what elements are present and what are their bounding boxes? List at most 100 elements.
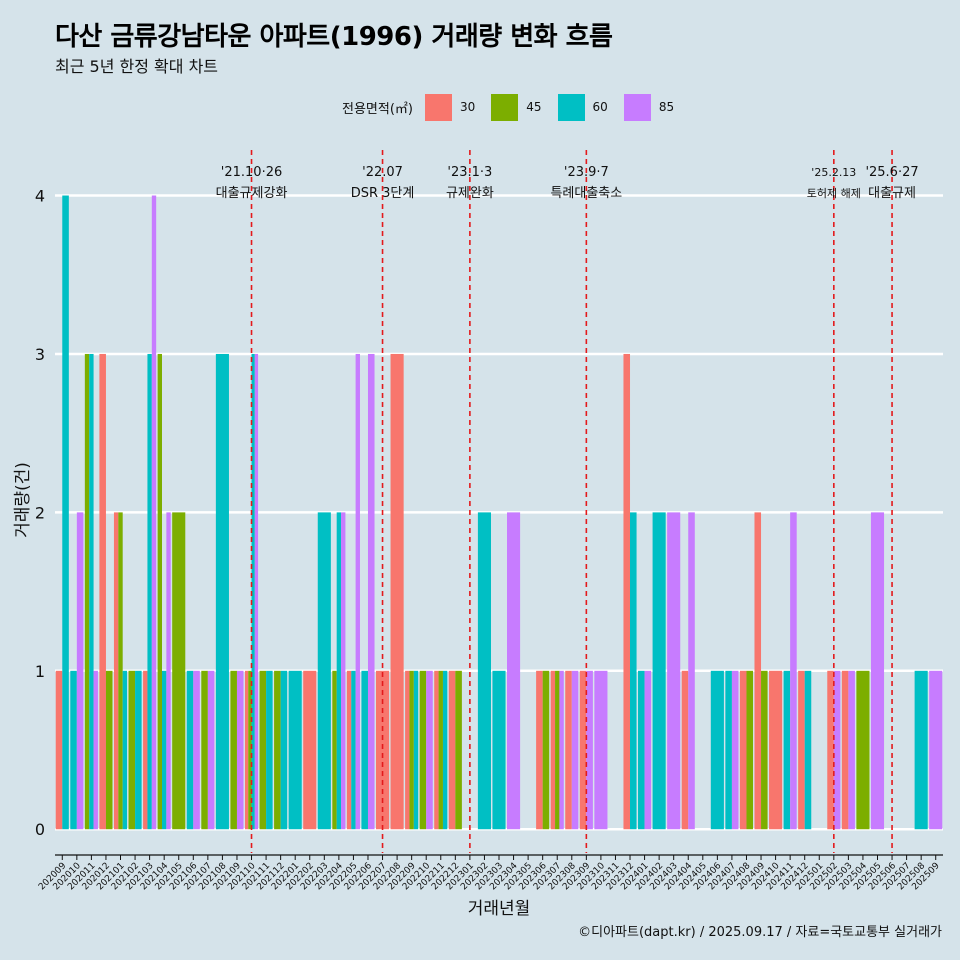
y-tick-label: 1 <box>35 662 45 681</box>
bar-202012-30 <box>99 353 106 830</box>
bar-202505-85 <box>870 512 885 830</box>
legend-title: 전용면적(㎡) <box>342 101 413 117</box>
legend-items: 30 45 60 85 <box>421 93 686 121</box>
bar-202409-30 <box>754 512 762 830</box>
bar-202211-60 <box>442 670 448 830</box>
bar-202312-30 <box>623 353 631 830</box>
bar-202308-30 <box>565 670 572 830</box>
y-tick-label: 3 <box>35 345 45 364</box>
y-tick-label: 0 <box>35 820 45 839</box>
y-tick-label: 4 <box>35 187 45 206</box>
bar-202103-85 <box>151 195 157 830</box>
bar-202209-30 <box>405 670 410 830</box>
bar-202209-60 <box>413 670 419 830</box>
bar-202103-30 <box>143 670 148 830</box>
bar-202210-45 <box>419 670 427 830</box>
x-axis-title: 거래년월 <box>468 899 531 919</box>
bar-202208-30 <box>390 353 404 830</box>
bar-202104-85 <box>166 512 171 830</box>
bar-202404-30 <box>681 670 689 830</box>
bar-202101-60 <box>122 670 128 830</box>
bar-202306-30 <box>536 670 543 830</box>
bar-202412-30 <box>798 670 805 830</box>
bar-202308-85 <box>571 670 579 830</box>
bar-202306-45 <box>542 670 550 830</box>
bar-202312-60 <box>630 512 637 830</box>
bar-202204-85 <box>341 512 346 830</box>
bar-202407-60 <box>725 670 732 830</box>
event-date-label: '25.6·27 <box>865 165 918 180</box>
bar-202406-60 <box>710 670 724 830</box>
bar-202211-30 <box>434 670 439 830</box>
bar-202412-60 <box>804 670 812 830</box>
legend-item: 30 <box>424 93 479 121</box>
bar-202304-85 <box>507 512 521 830</box>
event-label: 토허제 해제 <box>807 186 861 200</box>
bar-202104-45 <box>157 353 162 830</box>
bar-202408-30 <box>739 670 747 830</box>
bar-202309-85 <box>586 670 593 830</box>
chart-title: 다산 금류강남타운 아파트(1996) 거래량 변화 흐름 <box>55 22 613 52</box>
legend-item: 45 <box>491 93 545 121</box>
bar-202303-60 <box>492 670 506 830</box>
legend-swatch <box>424 93 452 121</box>
bar-202203-60 <box>317 512 331 830</box>
bar-202211-45 <box>438 670 443 830</box>
y-axis-title: 거래량(건) <box>13 462 33 538</box>
bar-202012-45 <box>105 670 113 830</box>
bar-202502-30 <box>827 670 834 830</box>
legend-swatch <box>623 93 651 121</box>
bar-202106-60 <box>186 670 194 830</box>
bar-202407-85 <box>731 670 739 830</box>
bar-202206-85 <box>367 353 375 830</box>
bar-202307-45 <box>555 670 560 830</box>
y-tick-label: 2 <box>35 503 45 522</box>
bar-202110-85 <box>254 353 259 830</box>
bar-202112-45 <box>274 670 281 830</box>
chart-subtitle: 최근 5년 한정 확대 차트 <box>55 57 219 76</box>
bar-202404-85 <box>688 512 695 830</box>
bar-202111-45 <box>259 670 267 830</box>
bar-202411-85 <box>790 512 797 830</box>
bar-202109-45 <box>230 670 237 830</box>
event-label: DSR 3단계 <box>351 186 415 201</box>
bar-202204-45 <box>332 670 337 830</box>
bar-202307-30 <box>550 670 556 830</box>
event-label: 특례대출축소 <box>550 186 622 201</box>
bar-202202-30 <box>303 670 317 830</box>
bar-202401-85 <box>644 670 652 830</box>
bar-202309-30 <box>579 670 587 830</box>
legend-label: 85 <box>658 100 675 114</box>
bar-202009-60 <box>62 195 69 830</box>
event-label: 대출규제강화 <box>216 186 288 201</box>
bar-202402-60 <box>652 512 666 830</box>
bar-202205-85 <box>355 353 360 830</box>
legend-swatch <box>557 93 585 121</box>
bar-202010-60 <box>70 670 77 830</box>
bar-202109-85 <box>236 670 244 830</box>
legend-swatch <box>491 93 519 121</box>
bar-202107-85 <box>207 670 215 830</box>
event-date-label: '23.9·7 <box>564 165 609 180</box>
bar-202205-30 <box>346 670 352 830</box>
bar-202408-45 <box>746 670 754 830</box>
chart-caption: ©디아파트(dapt.kr) / 2025.09.17 / 자료=국토교통부 실… <box>578 925 942 940</box>
bar-202411-60 <box>783 670 791 830</box>
bar-202110-60 <box>251 353 255 830</box>
event-label: 대출규제 <box>868 186 916 201</box>
event-date-label: '21.10·26 <box>221 165 282 180</box>
bar-202112-60 <box>280 670 288 830</box>
event-date-label: '25.2.13 <box>811 166 856 179</box>
bar-202210-85 <box>426 670 433 830</box>
bar-202310-85 <box>594 670 608 830</box>
bar-202212-30 <box>448 670 456 830</box>
legend-label: 30 <box>459 100 476 114</box>
bar-202509-85 <box>929 670 943 830</box>
bar-202503-30 <box>841 670 849 830</box>
bar-202011-60 <box>89 353 94 830</box>
legend-label: 45 <box>526 100 542 114</box>
bar-202010-85 <box>76 512 84 830</box>
bar-202011-45 <box>84 353 90 830</box>
bar-202110-30 <box>244 670 249 830</box>
